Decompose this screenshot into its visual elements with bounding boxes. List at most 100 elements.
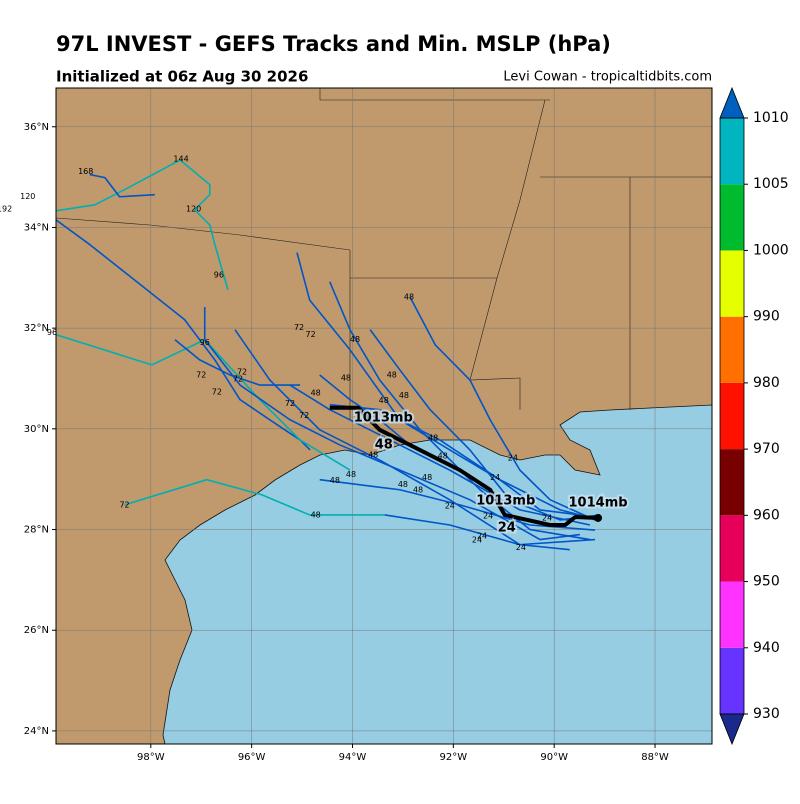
colorbar-label: 980 <box>753 375 780 391</box>
track-hour-label: 48 <box>330 476 340 485</box>
member-track <box>319 374 411 446</box>
track-hour-label: 24 <box>542 513 552 522</box>
track-hour-label: 48 <box>399 391 409 400</box>
track-hour-label: 48 <box>438 452 448 461</box>
graticule: 98°W 96°W 94°W 92°W 90°W 88°W 24°N 26°N 28°N 30°N… <box>24 88 712 763</box>
member-track <box>409 296 596 521</box>
x-tick-label: 92°W <box>440 752 468 763</box>
mean-label: 48 <box>375 437 393 452</box>
track-hour-label: 24 <box>516 543 526 552</box>
colorbar-label: 1000 <box>753 242 789 258</box>
colorbar-label: 1010 <box>753 110 789 126</box>
track-hour-label: 72 <box>196 370 206 379</box>
colorbar-under <box>719 713 745 746</box>
y-tick-label: 28°N <box>24 525 49 536</box>
mean-label: 1013mb <box>354 410 413 425</box>
y-tick-label: 30°N <box>24 424 49 435</box>
track-hour-label: 48 <box>398 480 408 489</box>
member-track <box>56 333 351 471</box>
track-hour-label: 48 <box>311 389 321 398</box>
track-hour-label: 96 <box>47 328 57 337</box>
tracks <box>56 159 603 551</box>
y-tick-label: 34°N <box>24 222 49 233</box>
track-hour-label: 48 <box>379 396 389 405</box>
track-hour-label: 72 <box>285 399 295 408</box>
track-hour-label: 48 <box>422 473 432 482</box>
colorbar-segment <box>720 382 744 450</box>
member-track <box>56 219 311 451</box>
x-tick-label: 96°W <box>238 752 266 763</box>
track-hour-label: 72 <box>294 323 304 332</box>
track-hour-label: 48 <box>346 470 356 479</box>
track-hour-label: 48 <box>341 373 351 382</box>
member-track <box>56 159 229 291</box>
member-track <box>289 384 591 526</box>
track-hour-label: 24 <box>445 501 455 510</box>
track-hour-label: 72 <box>119 500 129 509</box>
colorbar-segment <box>720 118 744 185</box>
colorbar-segment <box>720 316 744 383</box>
member-track <box>329 403 601 521</box>
x-tick-label: 98°W <box>137 752 165 763</box>
mean-label: 1013mb <box>476 493 535 508</box>
x-tick-label: 88°W <box>641 752 669 763</box>
colorbar-label: 960 <box>753 507 780 523</box>
member-track <box>124 478 385 516</box>
colorbar-label: 970 <box>753 441 780 457</box>
colorbar-label: 1005 <box>753 176 789 192</box>
track-hour-label: 120 <box>186 204 201 213</box>
member-track <box>369 329 601 521</box>
colorbar-segment <box>720 647 744 714</box>
subtitle: Initialized at 06z Aug 30 2026 <box>56 68 308 86</box>
track-hour-label: 48 <box>368 451 378 460</box>
colorbar-over <box>719 86 745 119</box>
track-hour-label: 24 <box>472 536 482 545</box>
track-hour-label: 72 <box>233 374 243 383</box>
colorbar-segment <box>720 515 744 582</box>
track-hour-label: 72 <box>299 411 309 420</box>
track-hour-label: 96 <box>214 270 224 279</box>
track-hour-label: 24 <box>490 473 500 482</box>
member-track <box>174 339 301 386</box>
track-hour-label: 48 <box>413 485 423 494</box>
map-base <box>56 88 712 744</box>
mean-track <box>329 405 599 527</box>
mean-label: 24 <box>498 521 516 536</box>
colorbar-label: 950 <box>753 574 780 590</box>
colorbar-segment <box>720 449 744 516</box>
track-hour-label: 48 <box>404 292 414 301</box>
track-hour-label: 72 <box>306 330 316 339</box>
colorbar-segment <box>720 250 744 317</box>
track-hour-label: 48 <box>387 370 397 379</box>
track-hour-label: 48 <box>311 510 321 519</box>
colorbar-label: 930 <box>753 706 780 722</box>
mean-label: 1014mb <box>569 495 628 510</box>
y-tick-label: 32°N <box>24 323 49 334</box>
track-hour-label: 192 <box>0 204 12 213</box>
map-frame <box>55 87 713 745</box>
colorbar-frame <box>719 117 745 715</box>
state-borders <box>56 88 712 420</box>
y-tick-label: 24°N <box>24 726 49 737</box>
colorbar: 930 940 950 960 970 980 990 1000 1005 1010 <box>719 86 789 746</box>
x-tick-label: 90°W <box>540 752 568 763</box>
colorbar-segment <box>720 581 744 648</box>
mean-track-end <box>594 513 603 522</box>
x-tick-label: 94°W <box>339 752 367 763</box>
track-hour-label: 72 <box>212 388 222 397</box>
track-hour-label: 24 <box>508 454 518 463</box>
track-hour-label: 24 <box>477 532 487 541</box>
colorbar-segment <box>720 184 744 251</box>
member-track <box>384 514 570 551</box>
member-track <box>89 173 155 198</box>
track-hour-label: 168 <box>78 167 93 176</box>
track-hour-label: 72 <box>237 367 247 376</box>
track-hour-label: 120 <box>20 192 35 201</box>
credit: Levi Cowan - tropicaltidbits.com <box>503 70 712 85</box>
ocean <box>162 404 712 744</box>
y-tick-label: 26°N <box>24 625 49 636</box>
track-hour-label: 24 <box>483 511 493 520</box>
colorbar-label: 940 <box>753 640 780 656</box>
track-hour-label: 48 <box>350 335 360 344</box>
